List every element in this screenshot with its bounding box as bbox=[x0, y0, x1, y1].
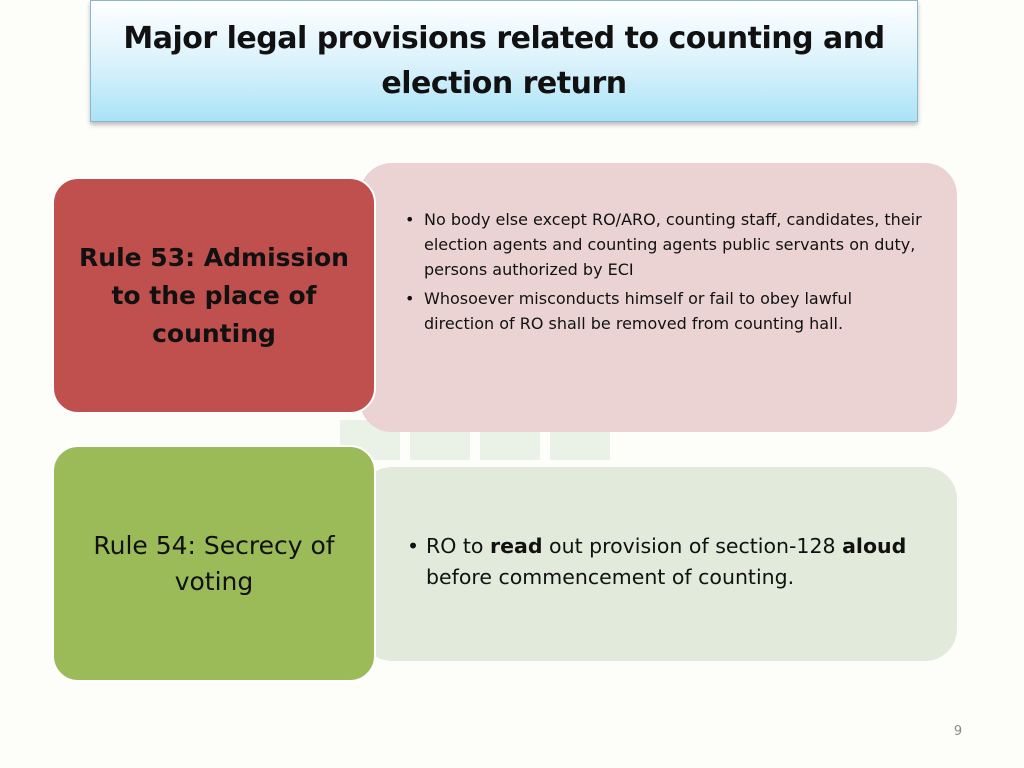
rule-54-panel bbox=[360, 467, 957, 661]
rule-54-bullet-list: • RO to read out provision of section-12… bbox=[407, 531, 947, 597]
bullet-dot-icon: • bbox=[405, 289, 415, 308]
bullet-text: No body else except RO/ARO, counting sta… bbox=[424, 210, 922, 279]
bullet-dot-icon: • bbox=[405, 210, 415, 229]
list-item: • No body else except RO/ARO, counting s… bbox=[405, 207, 925, 282]
bullet-text: Whosoever misconducts himself or fail to… bbox=[424, 289, 853, 333]
bullet-text-part: before commencement of counting. bbox=[426, 565, 795, 589]
page-number: 9 bbox=[953, 724, 963, 739]
rule-53-heading-box: Rule 53: Admission to the place of count… bbox=[52, 177, 376, 414]
bullet-text-emphasis-aloud: aloud bbox=[842, 534, 907, 558]
title-box: Major legal provisions related to counti… bbox=[90, 0, 918, 122]
bullet-text-part: out provision of section-128 bbox=[542, 534, 843, 558]
slide-title: Major legal provisions related to counti… bbox=[123, 21, 885, 101]
rule-54-heading: Rule 54: Secrecy of voting bbox=[93, 530, 335, 596]
rule-53-bullet-list: • No body else except RO/ARO, counting s… bbox=[405, 207, 925, 340]
bullet-dot-icon: • bbox=[407, 534, 420, 558]
list-item: • RO to read out provision of section-12… bbox=[407, 531, 947, 593]
rule-53-panel bbox=[360, 163, 957, 432]
bullet-text-emphasis-read: read bbox=[490, 534, 543, 558]
bullet-text-part: RO to bbox=[426, 534, 490, 558]
rule-53-heading: Rule 53: Admission to the place of count… bbox=[79, 242, 349, 348]
rule-54-heading-box: Rule 54: Secrecy of voting bbox=[52, 445, 376, 682]
list-item: • Whosoever misconducts himself or fail … bbox=[405, 286, 925, 336]
